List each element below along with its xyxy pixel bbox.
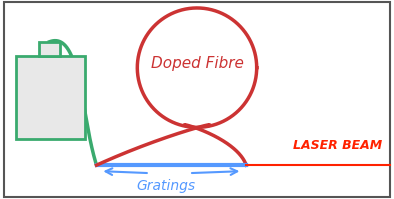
Text: LASER: LASER: [32, 114, 69, 124]
Bar: [39, 42, 60, 56]
Text: Gratings: Gratings: [136, 179, 195, 193]
Text: DIODE: DIODE: [32, 67, 69, 77]
Text: Doped Fibre: Doped Fibre: [151, 56, 243, 71]
Bar: [16, 56, 85, 139]
Text: PUMP: PUMP: [33, 91, 67, 100]
Text: LASER BEAM: LASER BEAM: [293, 139, 382, 152]
